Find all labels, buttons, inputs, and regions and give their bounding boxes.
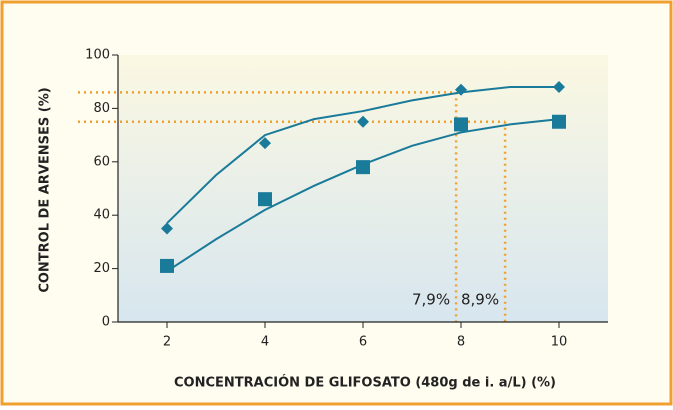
point-diamond [259, 137, 271, 150]
point-square [454, 117, 468, 132]
point-square [552, 114, 566, 129]
x-axis-label: CONCENTRACIÓN DE GLIFOSATO (480g de i. a… [174, 375, 556, 391]
y-tick-label: 80 [93, 101, 110, 116]
y-axis-label: CONTROL DE ARVENSES (%) [38, 87, 53, 292]
plot-area [118, 55, 608, 322]
point-diamond [357, 115, 369, 128]
point-diamond [455, 83, 467, 96]
point-square [160, 258, 174, 273]
reference-label: 7,9% [412, 291, 450, 309]
point-square [258, 192, 272, 207]
x-tick-label: 8 [457, 335, 465, 350]
y-tick-label: 0 [102, 315, 110, 330]
point-square [356, 160, 370, 175]
y-tick-label: 100 [85, 48, 110, 63]
x-tick-label: 2 [163, 335, 171, 350]
reference-label: 8,9% [461, 291, 499, 309]
y-tick-label: 40 [93, 208, 110, 223]
point-diamond [553, 81, 565, 94]
point-diamond [161, 222, 173, 235]
y-tick-label: 60 [93, 154, 110, 169]
x-tick-label: 10 [551, 335, 568, 350]
x-tick-label: 4 [261, 335, 269, 350]
x-tick-label: 6 [359, 335, 367, 350]
fit-curve [166, 86, 559, 224]
y-tick-label: 20 [93, 261, 110, 276]
